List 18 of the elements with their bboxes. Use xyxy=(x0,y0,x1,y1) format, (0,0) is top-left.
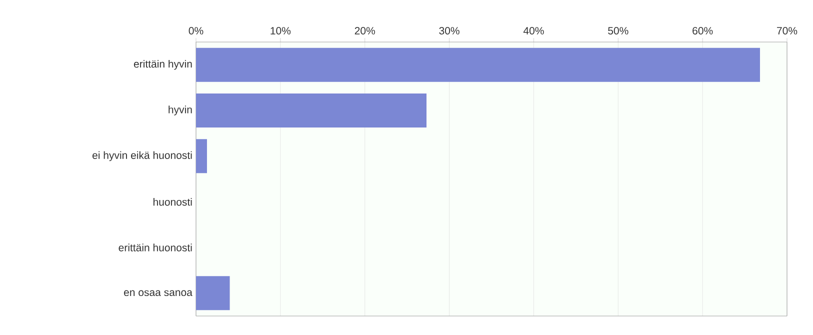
y-tick-label: ei hyvin eikä huonosti xyxy=(92,151,192,162)
bar xyxy=(196,276,230,310)
x-tick-label: 30% xyxy=(439,27,460,34)
x-tick-label: 60% xyxy=(692,27,713,34)
y-tick-label: en osaa sanoa xyxy=(124,290,192,296)
x-tick-label: 0% xyxy=(188,27,204,34)
y-tick-label: erittäin huonosti xyxy=(118,244,192,252)
x-tick-label: 50% xyxy=(608,27,628,34)
bar xyxy=(196,139,207,174)
y-tick-label: huonosti xyxy=(153,198,192,206)
x-tick-label: 20% xyxy=(354,27,375,34)
bar xyxy=(196,94,426,128)
bar xyxy=(196,48,760,82)
x-tick-label: 10% xyxy=(270,27,291,34)
x-tick-label: 40% xyxy=(523,27,544,34)
y-tick-label: erittäin hyvin xyxy=(134,60,192,70)
x-tick-label: 70% xyxy=(777,27,798,34)
y-tick-label: hyvin xyxy=(168,106,192,116)
